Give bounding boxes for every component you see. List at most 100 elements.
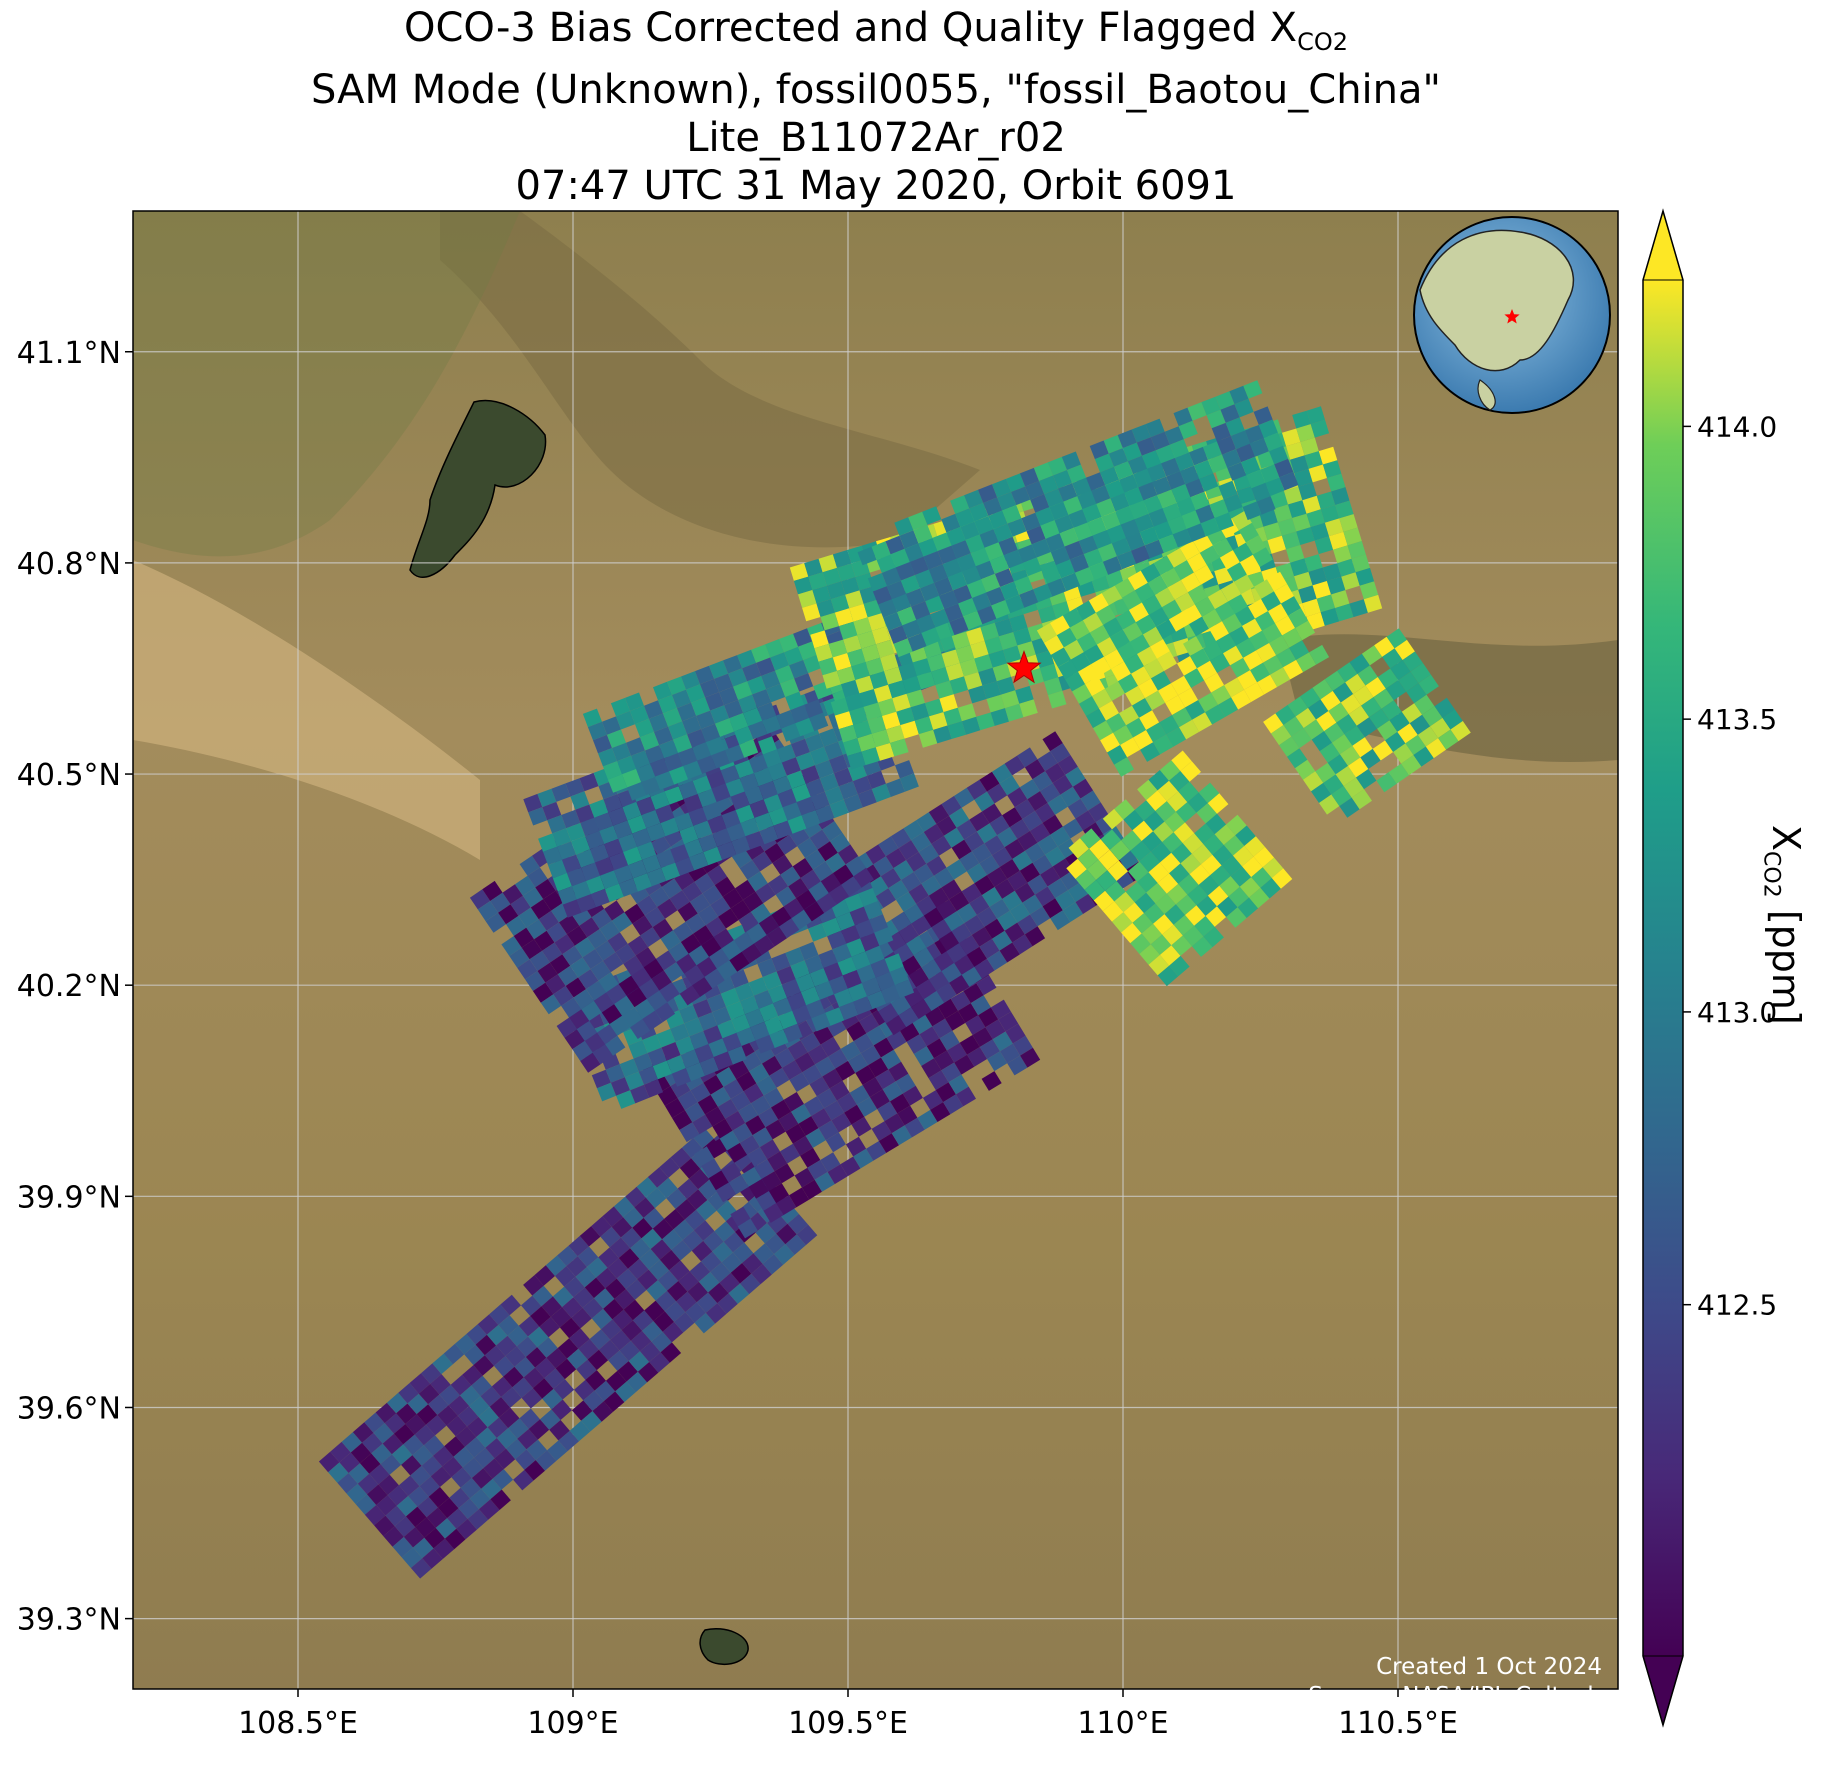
sounding-cell (1219, 550, 1240, 570)
sounding-cell (738, 694, 758, 713)
sounding-cell (586, 1257, 608, 1278)
sounding-cell (921, 875, 942, 896)
sounding-cell (664, 1301, 686, 1322)
sounding-cell (692, 999, 713, 1018)
sounding-cell (1017, 831, 1038, 851)
sounding-cell (1382, 648, 1403, 669)
sounding-cell (1063, 639, 1084, 660)
sounding-cell (703, 846, 723, 866)
sounding-cell (843, 794, 863, 813)
sounding-cell (823, 962, 843, 982)
sounding-cell (999, 942, 1020, 963)
sounding-cell (795, 973, 815, 993)
sounding-cell (1000, 690, 1020, 709)
sounding-cell (936, 815, 957, 836)
sounding-cell (636, 763, 656, 783)
sounding-cell (825, 1007, 845, 1026)
sounding-cell (1118, 673, 1138, 694)
sounding-cell (885, 535, 905, 555)
sounding-cell (478, 1406, 499, 1428)
sounding-cell (857, 789, 877, 808)
sounding-cell (679, 985, 700, 1006)
sounding-cell (650, 758, 670, 777)
sounding-cell (583, 1390, 604, 1411)
sounding-cell (507, 1325, 528, 1347)
sounding-cell (1425, 738, 1447, 759)
sounding-cell (824, 1100, 845, 1121)
sounding-cell (1169, 439, 1189, 458)
sounding-cell (618, 1248, 640, 1269)
sounding-cell (571, 1307, 592, 1329)
sounding-cell (902, 1085, 923, 1106)
sounding-cell (1067, 798, 1089, 819)
sounding-cell (782, 802, 802, 821)
sounding-cell (1413, 746, 1434, 767)
sounding-cell (525, 1347, 547, 1368)
sounding-cell (754, 812, 774, 832)
sounding-cell (1072, 778, 1094, 799)
sounding-cell (664, 752, 684, 772)
sounding-cell (728, 1174, 749, 1195)
sounding-cell (772, 854, 793, 875)
sounding-cell (626, 987, 647, 1008)
sounding-cell (546, 1348, 567, 1369)
sounding-cell (565, 977, 586, 998)
sounding-cell (1277, 518, 1297, 536)
sounding-cell (712, 1006, 732, 1026)
sounding-cell (1198, 692, 1219, 713)
sounding-cell (1072, 477, 1092, 497)
sounding-cell (780, 678, 800, 697)
sounding-cell (489, 1304, 510, 1325)
sounding-cell (1356, 769, 1377, 790)
sounding-cell (512, 1377, 533, 1398)
sounding-cell (1203, 641, 1223, 661)
sounding-cell (486, 1325, 508, 1346)
sounding-cell (599, 825, 619, 845)
sounding-cell (696, 956, 717, 977)
sounding-cell (1013, 627, 1032, 646)
sounding-cell (1075, 894, 1096, 914)
sounding-cell (741, 1051, 762, 1072)
sounding-cell (1178, 874, 1199, 895)
sounding-cell (909, 556, 929, 576)
sounding-cell (818, 949, 838, 968)
sounding-cell (869, 914, 889, 933)
sounding-cell (1183, 636, 1203, 656)
sounding-cell (603, 952, 624, 973)
sounding-cell (430, 1374, 451, 1395)
sounding-cell (525, 971, 546, 991)
sounding-cell (1064, 541, 1084, 560)
sounding-cell (587, 1349, 609, 1371)
sounding-cell (587, 721, 607, 741)
sounding-cell (601, 1004, 623, 1025)
sounding-cell (1180, 572, 1201, 593)
sounding-cell (571, 1400, 593, 1421)
sounding-cell (1300, 437, 1319, 456)
sounding-cell (432, 1353, 453, 1375)
sounding-cell (1062, 902, 1083, 922)
sounding-cell (667, 676, 686, 695)
sounding-cell (768, 807, 788, 826)
sounding-cell (732, 1123, 753, 1143)
sounding-cell (1017, 747, 1038, 768)
sounding-cell (636, 895, 658, 916)
sounding-cell (1083, 548, 1103, 568)
sounding-cell (330, 1441, 351, 1463)
sounding-cell (908, 883, 929, 904)
sounding-cell (1085, 676, 1105, 697)
sounding-cell (1167, 580, 1188, 600)
sounding-cell (809, 829, 830, 850)
sounding-cell (553, 1379, 575, 1400)
sounding-cell (727, 1142, 748, 1163)
sounding-cell (872, 586, 892, 605)
sounding-cell (804, 699, 824, 718)
sounding-cell (949, 807, 970, 828)
sounding-cell (977, 605, 997, 625)
sounding-cell (350, 1442, 372, 1464)
sounding-cell (756, 657, 776, 676)
y-tick-label: 41.1°N (17, 336, 121, 371)
sounding-cell (376, 1495, 397, 1516)
sounding-cell (878, 1003, 899, 1024)
sounding-cell (620, 1227, 642, 1249)
sounding-cell (1062, 608, 1083, 628)
